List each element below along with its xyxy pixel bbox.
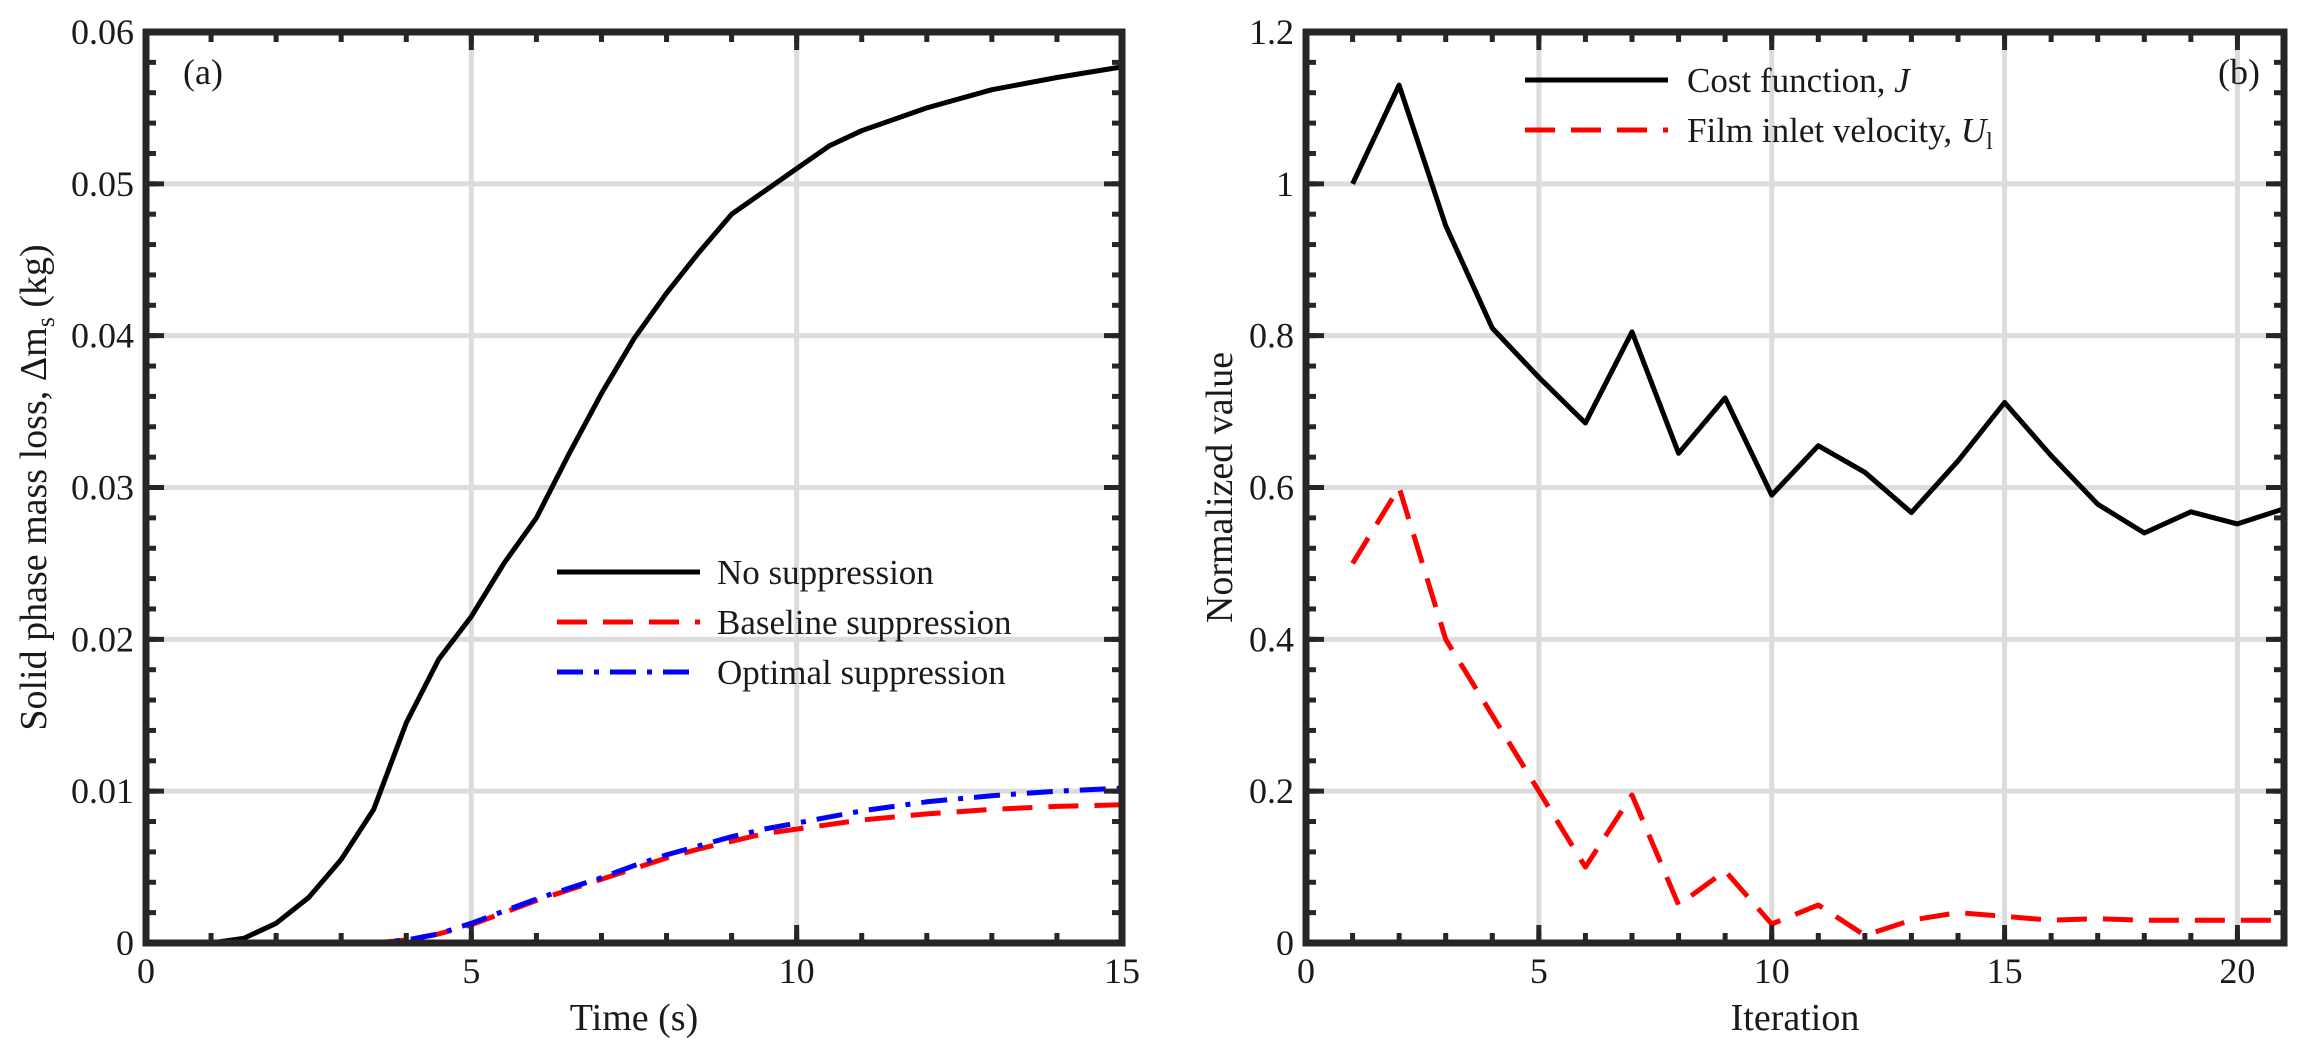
legend-label-text: Optimal suppression — [717, 653, 1006, 692]
x-tick-label: 20 — [2219, 951, 2255, 991]
chart-panel-a: 0 5 10 15 0 0.01 0.02 0.03 0.04 0.05 0.06 Time (s) S… — [13, 12, 1140, 1039]
legend-label-text: No suppression — [717, 553, 934, 592]
y-tick-label: 0.02 — [71, 619, 134, 659]
legend-label: No suppression — [717, 553, 934, 592]
y-tick-label: 0.06 — [71, 12, 134, 52]
legend-label: Baseline suppression — [717, 603, 1012, 642]
tick-labels: 0 5 10 15 20 0 0.2 0.4 0.6 0.8 1 1.2 — [1249, 12, 2255, 991]
legend-label: Optimal suppression — [717, 653, 1006, 692]
x-tick-label: 0 — [137, 951, 155, 991]
x-tick-label: 5 — [1530, 951, 1548, 991]
series-line-film-inlet-velocity — [1350, 485, 2284, 938]
legend-label-subscript: l — [1986, 129, 1993, 155]
y-tick-label: 0.05 — [71, 164, 134, 204]
chart-panel-b: 0 5 10 15 20 0 0.2 0.4 0.6 0.8 1 1.2 Iteration Normal… — [1199, 12, 2288, 1039]
y-axis-label: Normalized value — [1199, 352, 1241, 623]
tick-marks — [1303, 29, 2287, 946]
x-tick-label: 10 — [1754, 951, 1790, 991]
y-axis-label-subscript: s — [31, 317, 60, 327]
panel-label: (b) — [2218, 52, 2260, 92]
grid-lines — [146, 32, 1122, 943]
tick-labels: 0 5 10 15 0 0.01 0.02 0.03 0.04 0.05 0.06 — [71, 12, 1140, 991]
legend: No suppression Baseline suppression Optima… — [557, 553, 1012, 692]
legend: Cost function, J Film inlet velocity, Ul — [1525, 61, 1993, 155]
series-line-optimal-suppression — [146, 785, 1123, 946]
y-tick-label: 0.6 — [1249, 468, 1294, 508]
x-tick-label: 15 — [1104, 951, 1140, 991]
tick-marks — [143, 29, 1125, 946]
series-line-no-suppression — [146, 64, 1123, 946]
y-axis-label: Solid phase mass loss, Δms (kg) — [13, 244, 60, 730]
x-tick-label: 15 — [1987, 951, 2023, 991]
panel-label: (a) — [183, 52, 223, 92]
y-tick-label: 0.2 — [1249, 771, 1294, 811]
x-axis-label: Time (s) — [570, 997, 698, 1039]
y-tick-label: 0.8 — [1249, 316, 1294, 356]
x-tick-label: 5 — [462, 951, 480, 991]
y-tick-label: 0 — [1276, 923, 1294, 963]
y-tick-label: 1.2 — [1249, 12, 1294, 52]
y-tick-label: 0.01 — [71, 771, 134, 811]
legend-label-text: Film inlet velocity, — [1687, 111, 1961, 150]
series-group — [1350, 82, 2285, 938]
y-axis-label-unit: (kg) — [13, 244, 55, 317]
series-group — [146, 64, 1123, 946]
legend-label-math: U — [1961, 111, 1989, 150]
y-tick-label: 0.4 — [1249, 619, 1294, 659]
series-line-baseline-suppression — [146, 802, 1123, 946]
x-tick-label: 10 — [779, 951, 815, 991]
legend-label-text: Baseline suppression — [717, 603, 1012, 642]
legend-label-math: J — [1894, 61, 1911, 100]
y-axis-label-text: Solid phase mass loss, Δm — [13, 327, 55, 730]
legend-label: Cost function, J — [1687, 61, 1911, 100]
grid-lines — [1306, 32, 2284, 943]
legend-label-text: Cost function, — [1687, 61, 1894, 100]
y-tick-label: 0 — [116, 923, 134, 963]
x-axis-label: Iteration — [1731, 997, 1860, 1039]
y-tick-label: 0.04 — [71, 316, 134, 356]
series-line-cost-function — [1350, 82, 2285, 536]
y-tick-label: 1 — [1276, 164, 1294, 204]
y-tick-label: 0.03 — [71, 468, 134, 508]
legend-label: Film inlet velocity, Ul — [1687, 111, 1993, 155]
x-tick-label: 0 — [1297, 951, 1315, 991]
y-axis-label-text: Normalized value — [1199, 352, 1241, 623]
